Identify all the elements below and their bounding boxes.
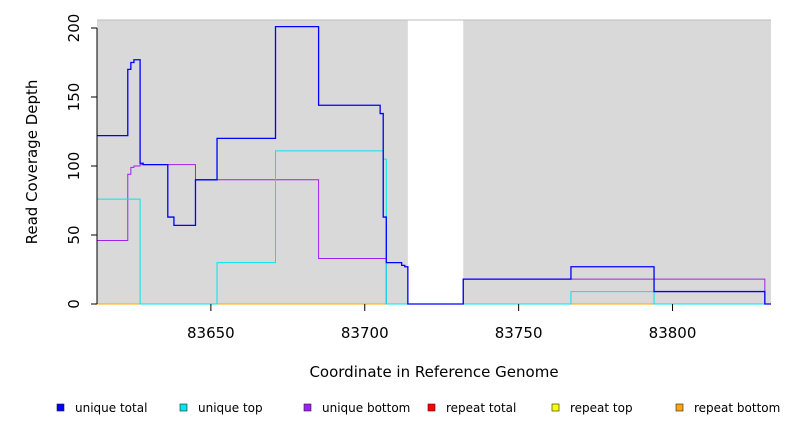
y-tick-label-50: 50 xyxy=(65,225,83,244)
legend-label-unique-top: unique top xyxy=(198,401,263,415)
y-tick-label-100: 100 xyxy=(65,152,83,181)
legend-swatch-unique-bottom xyxy=(303,403,312,412)
legend-swatch-repeat-top xyxy=(551,403,560,412)
y-tick-label-200: 200 xyxy=(65,14,83,43)
x-axis-label: Coordinate in Reference Genome xyxy=(309,363,558,381)
x-tick-label-83800: 83800 xyxy=(649,324,697,342)
y-tick-label-150: 150 xyxy=(65,83,83,112)
legend-label-unique-total: unique total xyxy=(75,401,147,415)
legend: unique total unique top unique bottom repea… xyxy=(56,401,780,415)
y-axis-label: Read Coverage Depth xyxy=(23,80,41,245)
shaded-region-1 xyxy=(463,20,771,304)
shaded-regions xyxy=(97,20,771,304)
legend-swatch-unique-total xyxy=(56,403,65,412)
legend-swatch-repeat-total xyxy=(427,403,436,412)
legend-swatch-repeat-bottom xyxy=(675,403,684,412)
x-tick-label-83700: 83700 xyxy=(341,324,389,342)
x-tick-label-83650: 83650 xyxy=(187,324,235,342)
shaded-region-0 xyxy=(97,20,408,304)
legend-swatch-unique-top xyxy=(179,403,188,412)
series-lines xyxy=(97,25,771,305)
x-tick-label-83750: 83750 xyxy=(495,324,543,342)
legend-label-unique-bottom: unique bottom xyxy=(322,401,410,415)
legend-label-repeat-total: repeat total xyxy=(446,401,516,415)
series-line-unique-total xyxy=(97,25,771,305)
axes: 0 50 100 150 200 83650 83700 83750 83800 xyxy=(65,14,771,342)
legend-label-repeat-top: repeat top xyxy=(570,401,633,415)
y-tick-label-0: 0 xyxy=(65,299,83,309)
legend-label-repeat-bottom: repeat bottom xyxy=(694,401,780,415)
